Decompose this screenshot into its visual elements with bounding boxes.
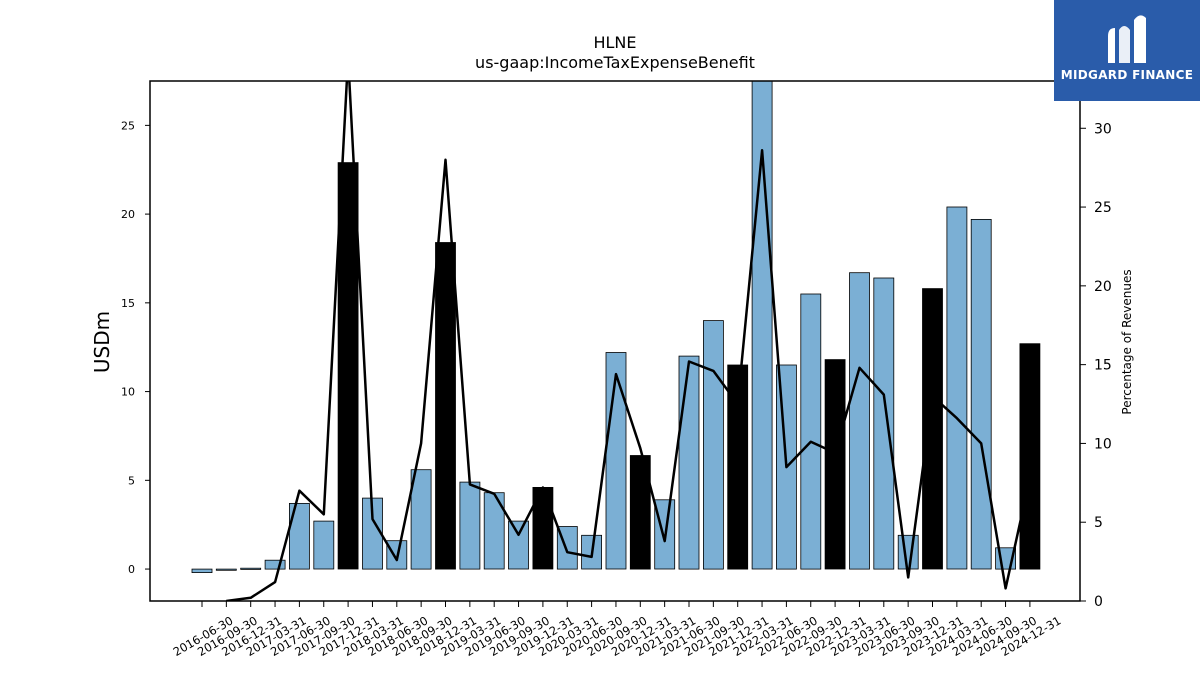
y-tick-label: 25 bbox=[121, 119, 135, 132]
brand-name: MIDGARD FINANCE bbox=[1060, 68, 1194, 82]
bar-2019-03-31 bbox=[459, 481, 481, 570]
y2-tick-label: 0 bbox=[1094, 594, 1103, 610]
y-tick-label: 20 bbox=[121, 208, 135, 221]
y2-axis-label: Percentage of Revenues bbox=[1120, 269, 1134, 414]
midgard-logo-icon bbox=[1108, 15, 1146, 63]
y-tick-label: 5 bbox=[128, 474, 135, 487]
bar-2021-12-31 bbox=[727, 364, 749, 570]
y2-tick-label: 25 bbox=[1094, 200, 1112, 216]
bar-2023-12-31 bbox=[922, 288, 943, 570]
y-axis-label: USDm bbox=[90, 311, 114, 373]
bar-2021-06-30 bbox=[678, 355, 700, 570]
bar-2021-09-30 bbox=[703, 320, 724, 570]
bar-2023-09-30 bbox=[897, 534, 919, 570]
y2-tick-label: 30 bbox=[1094, 121, 1112, 137]
bar-2020-12-31 bbox=[629, 455, 651, 570]
chart-subtitle: us-gaap:IncomeTaxExpenseBenefit bbox=[475, 53, 755, 72]
y2-tick-label: 20 bbox=[1094, 279, 1112, 295]
bar-2023-03-31 bbox=[849, 272, 870, 570]
y-tick-label: 10 bbox=[121, 386, 135, 399]
plot-marks bbox=[191, 81, 1041, 601]
chart-title: HLNE bbox=[593, 33, 636, 52]
bar-2022-09-30 bbox=[800, 293, 822, 570]
y-tick-label: 15 bbox=[121, 297, 135, 310]
bar-2018-09-30 bbox=[410, 469, 432, 570]
y2-tick-label: 5 bbox=[1094, 515, 1103, 531]
plot-frame bbox=[149, 80, 1081, 602]
brand-logo: MIDGARD FINANCE bbox=[1054, 0, 1200, 101]
bar-2017-06-30 bbox=[288, 502, 310, 570]
bar-2016-12-31 bbox=[240, 567, 262, 570]
bar-2017-09-30 bbox=[313, 520, 335, 570]
bar-2019-09-30 bbox=[508, 520, 529, 570]
y-tick-label: 0 bbox=[128, 563, 135, 576]
bar-2020-09-30 bbox=[605, 352, 627, 570]
y2-tick-label: 10 bbox=[1094, 436, 1112, 452]
bar-2017-03-31 bbox=[264, 559, 286, 570]
bar-2024-03-31 bbox=[946, 206, 968, 570]
bar-2016-09-30 bbox=[215, 568, 237, 571]
bar-2022-12-31 bbox=[824, 359, 846, 570]
y2-tick-label: 15 bbox=[1094, 358, 1112, 374]
bar-2024-12-31 bbox=[1019, 343, 1041, 570]
bar-2016-06-30 bbox=[191, 568, 213, 573]
bar-2023-06-30 bbox=[873, 277, 895, 570]
plot-area: 05101520250510152025302016-06-302016-09-… bbox=[121, 80, 1112, 659]
percentage-line bbox=[226, 81, 1032, 601]
bar-2017-12-31 bbox=[337, 162, 359, 570]
bar-2018-12-31 bbox=[435, 242, 456, 570]
bar-2024-06-30 bbox=[970, 218, 992, 570]
